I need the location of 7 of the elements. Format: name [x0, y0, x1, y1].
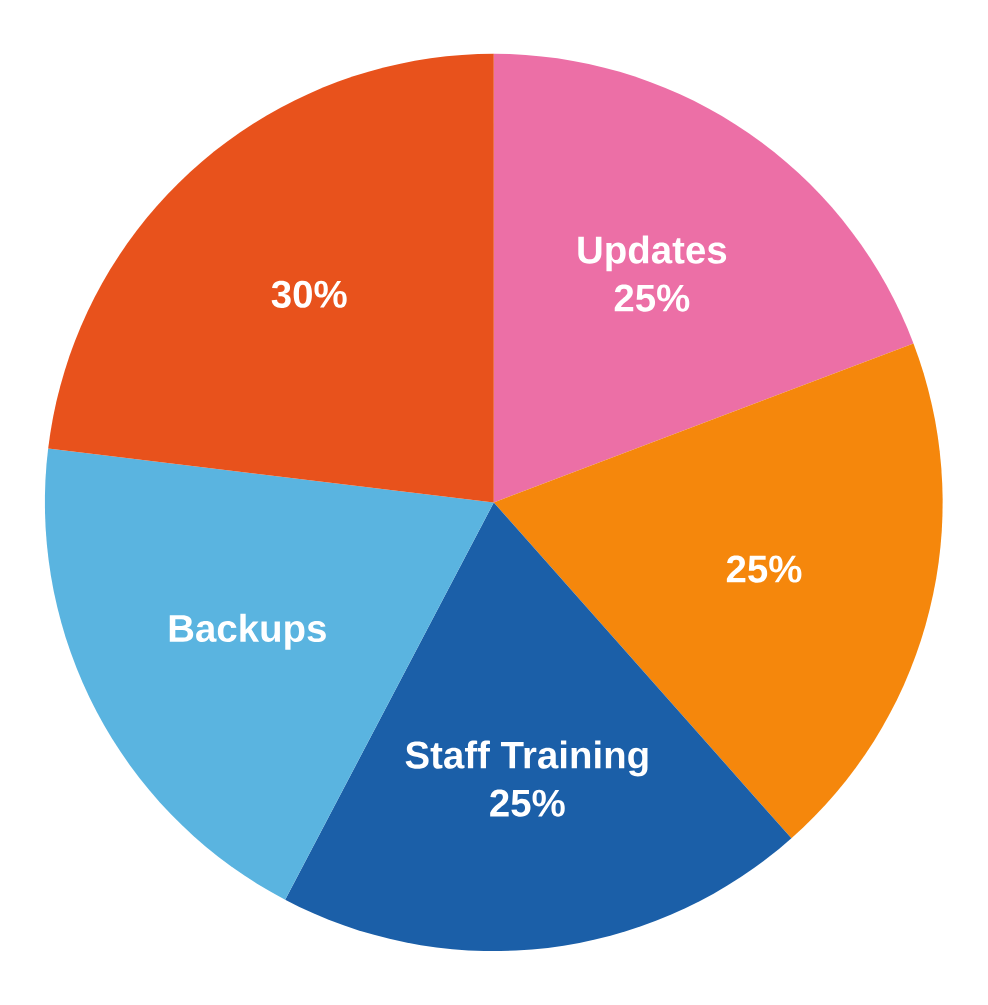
data-label: 25% — [727, 555, 802, 583]
slice-label: Backups — [169, 613, 327, 650]
slice-label: Staff Training — [405, 740, 648, 777]
data-label: 25% — [490, 789, 565, 817]
data-label: 25% — [614, 284, 690, 312]
slice-label: Updates — [578, 235, 727, 272]
data-label: 30% — [271, 280, 347, 308]
